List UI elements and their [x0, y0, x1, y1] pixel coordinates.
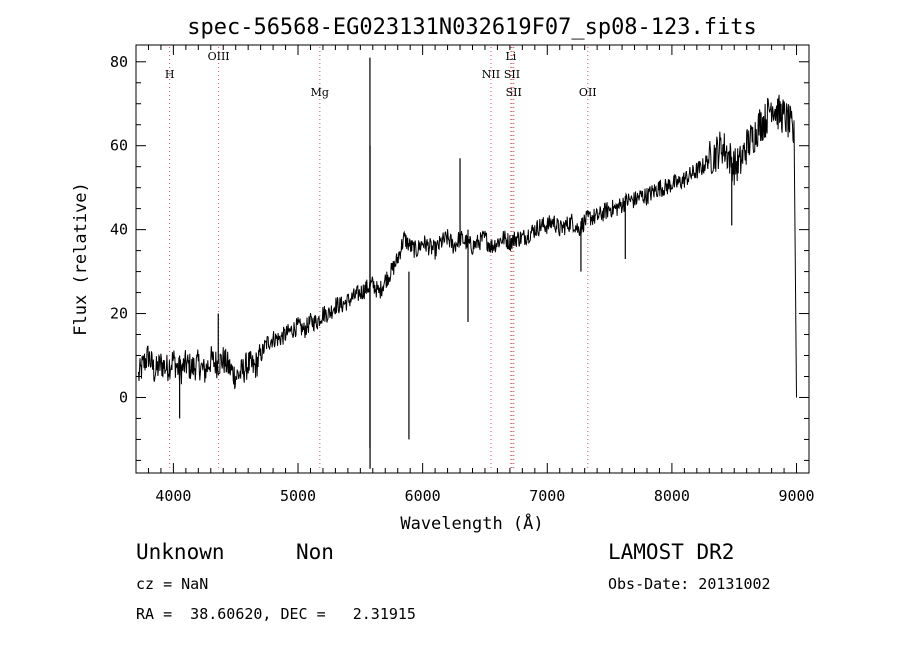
spectrum-spikes — [179, 57, 733, 469]
y-tick-label: 20 — [110, 305, 128, 323]
x-axis-ticks: 4000 5000 6000 7000 8000 9000 — [135, 45, 815, 505]
redshift-label: cz = NaN — [136, 575, 209, 593]
spectral-line-label: Mg — [311, 86, 329, 99]
spectrum-series-line — [138, 94, 797, 398]
spectral-line-label: SII — [504, 68, 520, 81]
spectral-line-label: Li — [505, 50, 516, 63]
y-tick-label: 60 — [110, 137, 128, 155]
x-axis-label: Wavelength (Å) — [400, 512, 543, 534]
x-tick-label: 6000 — [405, 487, 441, 505]
x-tick-label: 9000 — [778, 487, 814, 505]
object-subclass-label: Non — [296, 540, 334, 564]
y-tick-label: 80 — [110, 53, 128, 71]
obs-date-label: Obs-Date: 20131002 — [608, 575, 771, 593]
x-tick-label: 4000 — [155, 487, 191, 505]
y-tick-label: 40 — [110, 221, 128, 239]
coordinates-label: RA = 38.60620, DEC = 2.31915 — [136, 605, 416, 623]
plot-frame — [135, 44, 810, 474]
survey-release-label: LAMOST DR2 — [608, 540, 735, 564]
x-tick-label: 5000 — [280, 487, 316, 505]
spectral-line-label: SII — [506, 86, 522, 99]
y-tick-label: 0 — [119, 388, 128, 406]
x-tick-label: 7000 — [529, 487, 565, 505]
chart-title: spec-56568-EG023131N032619F07_sp08-123.f… — [187, 15, 757, 40]
spectral-line-label: OII — [579, 86, 597, 99]
y-axis-label: Flux (relative) — [71, 182, 91, 336]
spectral-line-label: OIII — [208, 50, 230, 63]
x-tick-label: 8000 — [654, 487, 690, 505]
y-axis-ticks: 0 20 40 60 80 — [110, 53, 809, 461]
spectral-line-label: H — [165, 68, 175, 81]
object-class-label: Unknown — [136, 540, 225, 564]
spectral-line-labels: H OIII Mg NII Li SII SII OII — [165, 50, 597, 99]
spectral-line-label: NII — [482, 68, 500, 81]
spectral-line-markers — [169, 47, 589, 471]
